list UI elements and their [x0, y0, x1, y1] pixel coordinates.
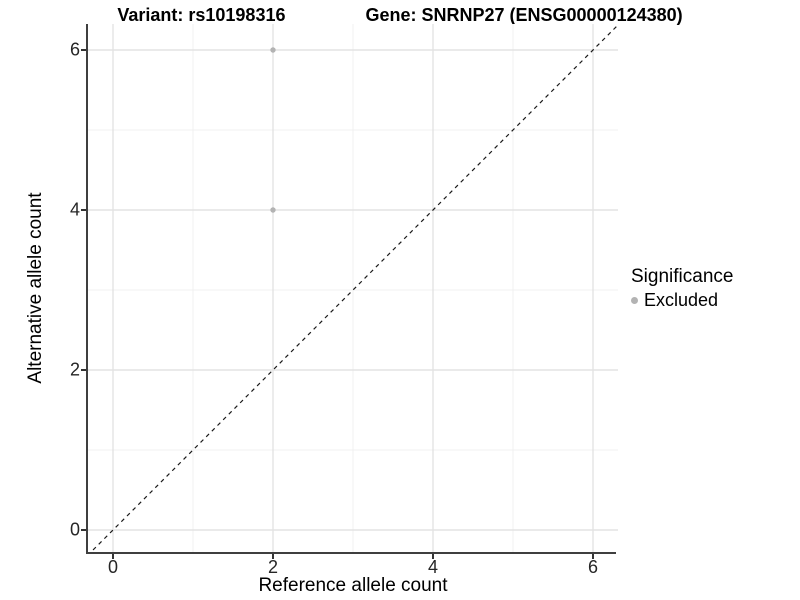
legend-item: Excluded: [631, 290, 733, 311]
identity-dashed-line: [90, 24, 618, 552]
y-axis-title: Alternative allele count: [25, 192, 46, 384]
y-tick-label: 4: [69, 199, 80, 220]
plot-panel: [86, 24, 618, 554]
y-tick-label: 0: [69, 519, 80, 540]
legend-items: Excluded: [631, 290, 733, 311]
legend-item-label: Excluded: [644, 290, 719, 310]
plot-title-variant: Variant: rs10198316: [117, 5, 286, 25]
plot-title-gene: Gene: SNRNP27 (ENSG00000124380): [365, 5, 683, 25]
x-tick-label: 6: [587, 557, 599, 577]
y-tick-label: 6: [69, 39, 80, 60]
x-tick-mark: [112, 554, 114, 559]
y-tick-mark: [81, 529, 86, 531]
x-tick-label: 0: [107, 557, 119, 577]
y-tick-mark: [81, 369, 86, 371]
legend: Significance Excluded: [631, 266, 733, 311]
y-tick-mark: [81, 209, 86, 211]
y-tick-label: 2: [69, 359, 80, 380]
x-tick-label: 2: [267, 557, 279, 577]
legend-title: Significance: [631, 266, 734, 287]
y-tick-mark: [81, 49, 86, 51]
data-point: [270, 47, 276, 53]
x-axis-title: Reference allele count: [258, 575, 448, 596]
x-tick-mark: [432, 554, 434, 559]
plot-title: Variant: rs10198316 Gene: SNRNP27 (ENSG0…: [0, 5, 800, 26]
x-tick-label: 4: [427, 557, 439, 577]
x-tick-mark: [272, 554, 274, 559]
plot-area: [88, 24, 618, 552]
legend-point-icon: [631, 297, 638, 304]
data-point: [270, 207, 276, 213]
x-tick-mark: [592, 554, 594, 559]
